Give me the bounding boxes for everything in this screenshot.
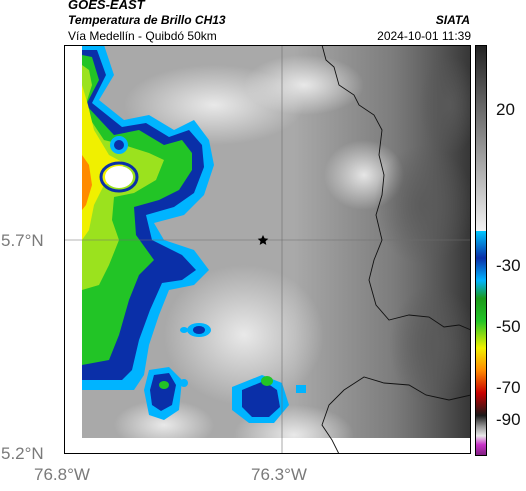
admin-boundary [321, 45, 471, 331]
satellite-title: GOES-EAST [68, 0, 145, 12]
star-icon [257, 235, 269, 245]
timestamp: 2024-10-01 11:39 [377, 29, 471, 43]
colorbar-tick-label: -90 [496, 410, 521, 429]
agency-label: SIATA [435, 13, 470, 27]
product-title: Temperatura de Brillo CH13 [68, 13, 226, 27]
colorbar-tick-label: -70 [496, 378, 521, 397]
colorbar [475, 45, 491, 456]
map-canvas [64, 45, 471, 454]
colorbar-tick-label: -50 [496, 317, 521, 336]
lon-tick-label: 76.3°W [251, 465, 307, 484]
lat-tick-label: 5.2°N [1, 444, 44, 463]
region-subtitle: Vía Medellín - Quibdó 50km [68, 29, 217, 43]
satellite-map[interactable] [64, 45, 471, 454]
lon-tick-label: 76.8°W [34, 465, 90, 484]
colorbar-tick-label: 20 [496, 100, 515, 119]
lat-tick-label: 5.7°N [1, 231, 44, 250]
colorbar-tick-label: -30 [496, 256, 521, 275]
admin-boundary-south [321, 376, 471, 454]
